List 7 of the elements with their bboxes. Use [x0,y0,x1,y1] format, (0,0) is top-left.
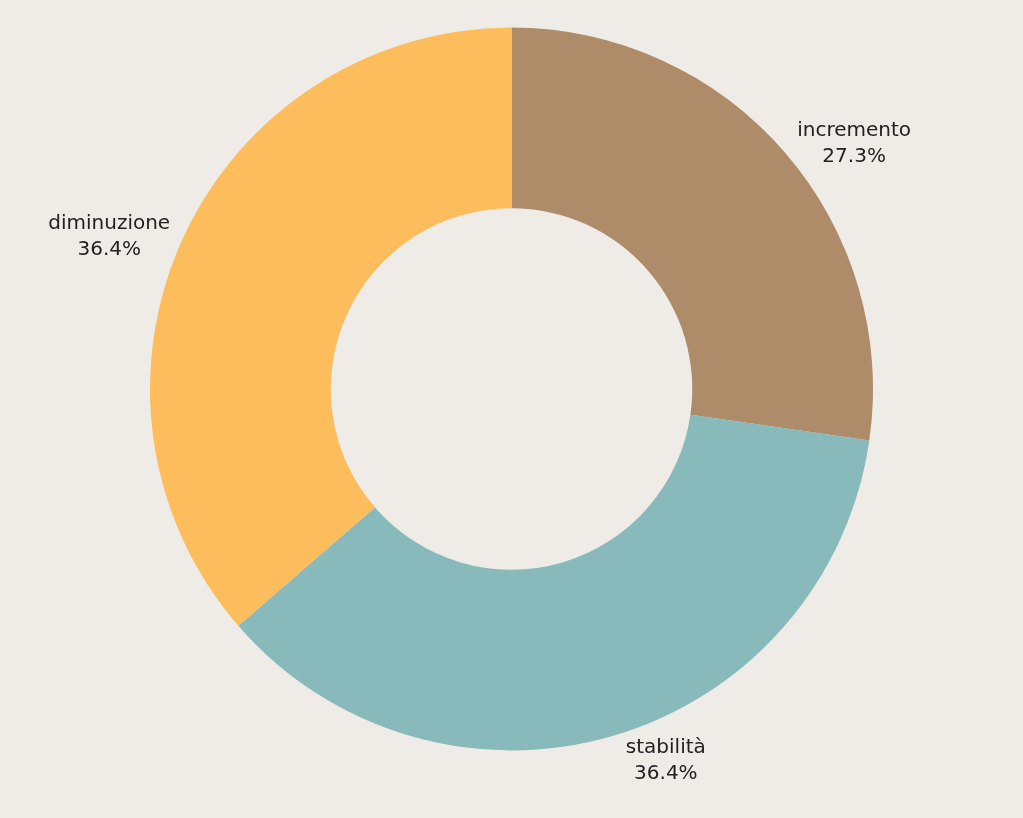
data-label: 36.4% [77,235,141,260]
donut-slice [238,414,870,751]
data-label: 27.3% [822,142,886,167]
slice-label: diminuzione [48,209,171,234]
slice-label: incremento [797,116,912,141]
data-label: 36.4% [634,759,698,784]
slice-label: stabilità [625,733,706,758]
